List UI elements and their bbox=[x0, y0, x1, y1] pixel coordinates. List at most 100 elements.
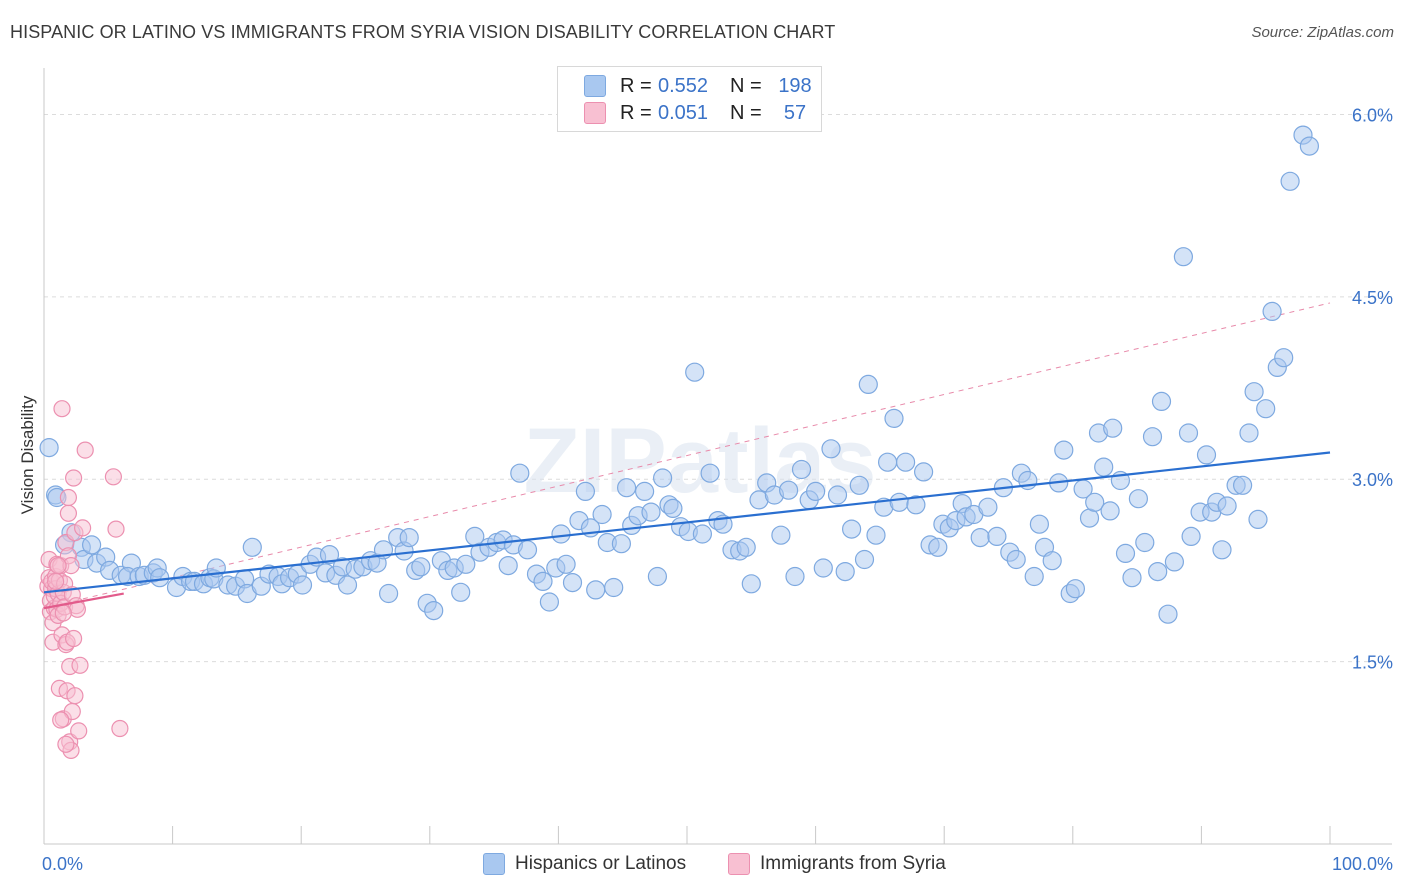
point-hispanic bbox=[242, 537, 262, 557]
point-syria bbox=[59, 488, 78, 507]
trend-line bbox=[43, 592, 124, 610]
point-syria bbox=[71, 656, 89, 674]
y-tick-label: 6.0% bbox=[1352, 105, 1393, 125]
point-hispanic bbox=[1024, 566, 1044, 587]
point-hispanic bbox=[411, 557, 431, 577]
bottom-legend-swatch-hispanic bbox=[483, 853, 505, 875]
point-hispanic bbox=[1042, 551, 1062, 571]
point-hispanic bbox=[1142, 427, 1163, 447]
point-hispanic bbox=[517, 540, 538, 560]
point-hispanic bbox=[884, 408, 904, 428]
point-hispanic bbox=[827, 485, 848, 505]
point-syria bbox=[70, 722, 88, 740]
point-syria bbox=[76, 441, 94, 459]
point-syria bbox=[57, 735, 75, 753]
point-hispanic bbox=[1248, 509, 1268, 530]
point-hispanic bbox=[611, 534, 632, 554]
point-hispanic bbox=[39, 438, 59, 458]
point-hispanic bbox=[424, 600, 444, 621]
legend-swatch-syria bbox=[584, 102, 606, 124]
point-hispanic bbox=[1196, 445, 1217, 465]
y-axis-label: Vision Disability bbox=[18, 395, 37, 515]
legend-swatch-hispanic bbox=[584, 75, 606, 97]
point-hispanic bbox=[652, 468, 673, 488]
point-hispanic bbox=[562, 572, 583, 593]
point-hispanic bbox=[1158, 604, 1178, 624]
point-hispanic bbox=[1094, 457, 1114, 477]
correlation-legend: R = 0.552 N = 198 R = 0.051 N = 57 bbox=[557, 66, 822, 132]
point-hispanic bbox=[1178, 423, 1199, 443]
point-hispanic bbox=[1244, 382, 1264, 402]
point-hispanic bbox=[1232, 475, 1253, 495]
point-hispanic bbox=[978, 497, 998, 517]
point-hispanic bbox=[866, 525, 886, 545]
point-hispanic bbox=[805, 481, 826, 501]
point-syria bbox=[46, 572, 65, 591]
point-hispanic bbox=[641, 502, 661, 522]
point-hispanic bbox=[835, 561, 855, 582]
point-hispanic bbox=[1212, 540, 1232, 560]
point-hispanic bbox=[1122, 568, 1142, 588]
point-hispanic bbox=[533, 571, 553, 592]
point-hispanic bbox=[1280, 171, 1300, 191]
legend-r-label: R = bbox=[620, 101, 652, 124]
point-syria bbox=[64, 629, 83, 648]
point-hispanic bbox=[456, 554, 476, 574]
point-hispanic bbox=[1029, 514, 1050, 534]
point-hispanic bbox=[1256, 399, 1276, 419]
point-hispanic bbox=[1239, 423, 1259, 443]
point-hispanic bbox=[451, 582, 471, 602]
point-hispanic bbox=[778, 480, 799, 500]
point-hispanic bbox=[1173, 247, 1194, 267]
point-hispanic bbox=[1135, 532, 1155, 553]
point-hispanic bbox=[1274, 348, 1294, 368]
point-hispanic bbox=[150, 568, 170, 588]
point-hispanic bbox=[970, 527, 990, 548]
point-hispanic bbox=[928, 537, 948, 557]
point-hispanic bbox=[292, 575, 313, 595]
point-hispanic bbox=[634, 481, 655, 501]
point-hispanic bbox=[498, 555, 518, 576]
point-hispanic bbox=[785, 566, 805, 587]
point-hispanic bbox=[1181, 526, 1201, 547]
point-hispanic bbox=[685, 362, 705, 382]
y-tick-label: 4.5% bbox=[1352, 288, 1393, 308]
point-hispanic bbox=[586, 580, 606, 600]
point-hispanic bbox=[741, 574, 761, 594]
point-hispanic bbox=[399, 527, 419, 548]
point-hispanic bbox=[1065, 579, 1086, 599]
bottom-legend-label-syria: Immigrants from Syria bbox=[760, 853, 946, 874]
bottom-legend-label-hispanic: Hispanics or Latinos bbox=[515, 853, 687, 874]
trend-line bbox=[43, 451, 1331, 594]
trend-line-extended bbox=[43, 302, 1331, 609]
point-hispanic bbox=[877, 452, 898, 472]
point-hispanic bbox=[987, 526, 1007, 547]
axes bbox=[43, 68, 1392, 845]
x-tick-label: 0.0% bbox=[42, 854, 83, 874]
legend-n-label: N = bbox=[730, 74, 762, 97]
bottom-legend-swatch-syria bbox=[728, 853, 750, 875]
legend-row-hispanic: R = 0.552 N = 198 bbox=[584, 73, 820, 99]
point-hispanic bbox=[854, 549, 875, 570]
point-hispanic bbox=[1148, 561, 1168, 582]
trend-lines bbox=[43, 302, 1331, 609]
point-hispanic bbox=[1006, 549, 1026, 570]
point-hispanic bbox=[1299, 136, 1320, 156]
legend-n-value: 198 bbox=[778, 74, 812, 97]
point-syria bbox=[66, 687, 84, 705]
point-hispanic bbox=[556, 554, 576, 574]
point-hispanic bbox=[604, 577, 624, 598]
point-syria bbox=[53, 400, 71, 418]
y-tick-label: 1.5% bbox=[1352, 653, 1393, 673]
x-tick-label: 100.0% bbox=[1332, 854, 1393, 874]
point-hispanic bbox=[575, 481, 596, 501]
point-hispanic bbox=[539, 592, 560, 612]
point-hispanic bbox=[1054, 440, 1074, 460]
point-hispanic bbox=[1164, 552, 1185, 572]
point-hispanic bbox=[849, 475, 869, 495]
point-hispanic bbox=[1262, 301, 1282, 321]
point-hispanic bbox=[858, 374, 878, 394]
tick-labels: 1.5% 3.0% 4.5% 6.0% 0.0% 100.0% bbox=[42, 105, 1393, 874]
point-hispanic bbox=[906, 495, 926, 515]
